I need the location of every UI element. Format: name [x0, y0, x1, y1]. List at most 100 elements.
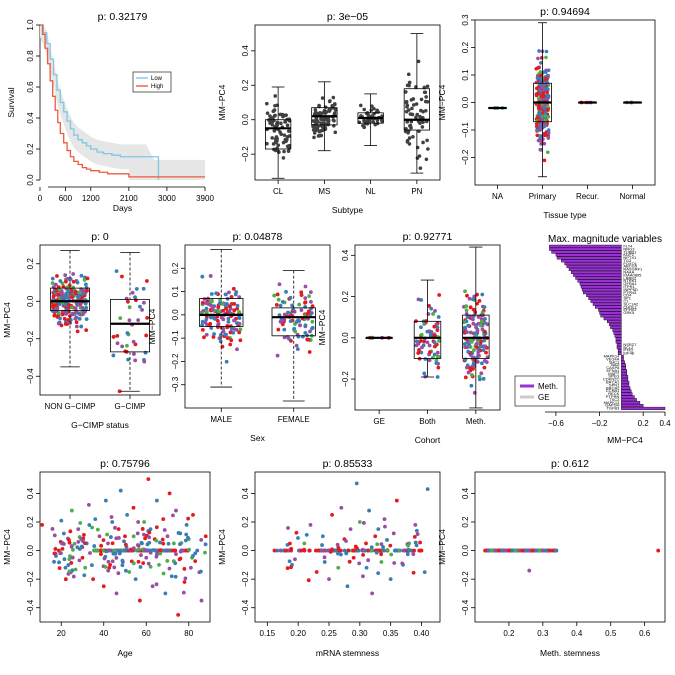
data-point — [63, 565, 68, 570]
data-point — [73, 306, 78, 311]
data-point — [414, 528, 419, 533]
bar-label: SHC1 — [609, 359, 620, 364]
data-point — [74, 324, 79, 329]
data-point — [62, 557, 67, 562]
data-point — [63, 273, 68, 278]
data-point — [270, 122, 275, 127]
bar — [609, 322, 622, 326]
plot-frame — [474, 471, 666, 623]
data-point — [436, 365, 441, 370]
data-point — [315, 120, 319, 124]
data-point — [158, 540, 162, 545]
data-point — [403, 90, 408, 94]
data-point — [145, 542, 150, 547]
data-point — [418, 540, 422, 545]
data-point — [59, 541, 64, 546]
bar-label: EFNA1 — [606, 368, 620, 373]
data-point — [534, 548, 538, 553]
data-point — [143, 536, 147, 541]
data-point — [123, 568, 128, 573]
plot-frame — [39, 244, 161, 396]
data-point — [127, 318, 132, 323]
data-point — [63, 577, 68, 582]
data-point — [238, 327, 243, 332]
data-point — [288, 319, 293, 324]
y-tick-label: −0.1 — [171, 330, 180, 346]
data-point — [135, 531, 140, 536]
data-point — [171, 548, 176, 553]
data-point — [462, 320, 466, 325]
data-point — [145, 279, 149, 283]
bar — [582, 291, 622, 295]
data-point — [186, 535, 190, 540]
data-point — [138, 565, 143, 569]
data-point — [146, 561, 151, 566]
box — [199, 298, 244, 327]
data-point — [201, 308, 206, 313]
data-point — [351, 548, 356, 553]
data-point — [286, 526, 290, 530]
data-point — [143, 548, 147, 552]
data-point — [238, 338, 243, 343]
data-point — [209, 292, 214, 296]
data-point — [214, 291, 219, 296]
data-point — [125, 512, 130, 517]
data-point — [332, 123, 336, 128]
data-point — [108, 535, 113, 539]
bar — [621, 380, 630, 384]
data-point — [154, 538, 159, 543]
x-tick-label: PN — [411, 187, 422, 196]
data-point — [55, 306, 60, 311]
data-point — [361, 553, 366, 557]
legend: Low High — [132, 71, 172, 93]
data-point — [223, 332, 228, 337]
data-point — [116, 536, 121, 540]
data-point — [469, 373, 474, 377]
data-point — [473, 310, 478, 315]
y-tick-label: 0.1 — [171, 285, 180, 297]
data-point — [136, 318, 141, 323]
x-tick-label: 60 — [142, 629, 151, 638]
data-point — [73, 289, 78, 294]
data-point — [429, 306, 434, 311]
data-point — [162, 528, 167, 532]
data-point — [99, 552, 103, 557]
x-tick-label: MALE — [210, 415, 232, 424]
box — [403, 88, 430, 131]
data-point — [545, 97, 549, 101]
bar-label: MAPK13 — [604, 400, 621, 405]
y-tick-label: 0.0 — [241, 114, 250, 126]
data-point — [335, 542, 340, 547]
bar-label: CD4 — [623, 293, 632, 298]
y-tick-label: −0.4 — [26, 368, 35, 384]
x-tick-label: 0.15 — [260, 629, 276, 638]
data-point — [70, 311, 75, 316]
bar-label: NRG3 — [623, 246, 635, 251]
data-point — [464, 365, 469, 370]
data-point — [279, 121, 283, 126]
data-point — [286, 149, 291, 153]
data-point — [375, 118, 380, 123]
data-point — [310, 326, 314, 331]
y-tick-label: 0.4 — [26, 112, 35, 124]
data-point — [545, 90, 549, 95]
bar — [621, 372, 628, 376]
plot-frame — [254, 471, 441, 623]
data-point — [517, 548, 522, 553]
data-point — [419, 97, 424, 102]
data-point — [80, 305, 85, 310]
x-tick-label: 0.4 — [659, 419, 671, 428]
data-point — [198, 569, 203, 574]
data-point — [118, 316, 123, 321]
data-point — [52, 313, 57, 318]
data-point — [63, 279, 68, 284]
bar-label: BRCA1 — [606, 380, 620, 385]
bar — [621, 401, 641, 405]
x-axis-label: Sex — [250, 433, 265, 443]
y-tick-label: −0.2 — [341, 371, 350, 387]
bar-label: FLT4 — [623, 243, 633, 248]
data-point — [120, 563, 125, 568]
data-point — [124, 296, 129, 301]
data-point — [217, 309, 221, 314]
bar-label: NAAA — [623, 270, 634, 275]
